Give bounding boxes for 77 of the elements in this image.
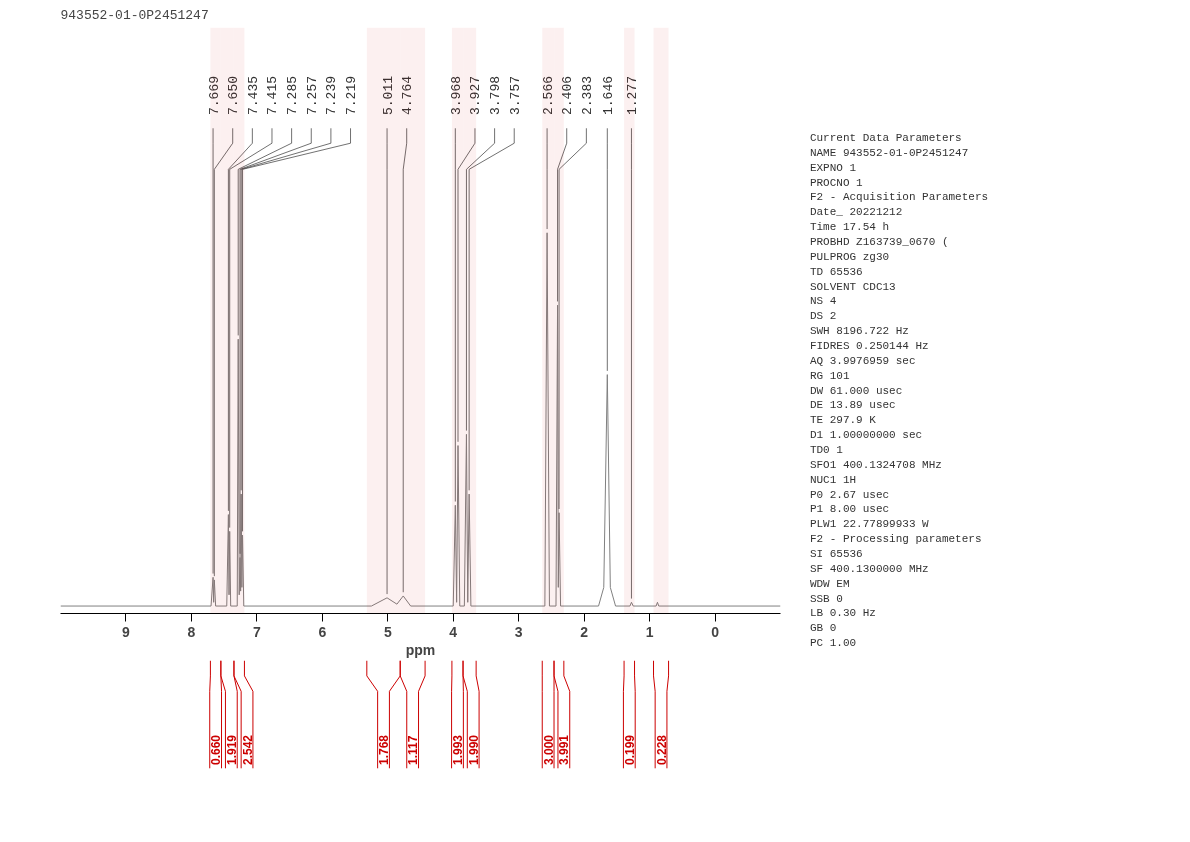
band-label: 1.990 [466,734,481,765]
annotation: 4.764 [400,75,416,116]
annotation: 7.650 [226,76,242,116]
text: Current Data Parameters [809,131,962,144]
text: PROCNO 1 [809,176,864,189]
annotation: 7.435 [245,76,261,116]
annotation: 3.798 [488,76,504,116]
text: WDW EM [809,577,850,590]
x-tick-label: 3 [514,623,523,640]
band-label: 3.991 [557,734,572,765]
annotation: 1.277 [624,76,640,116]
x-tick-label: 2 [580,623,589,640]
annotation: 7.239 [324,76,340,116]
band-label: 1.919 [224,734,239,765]
annotation: 1.646 [600,76,616,116]
text: PLW1 22.77899933 W [809,518,930,531]
text: DE 13.89 usec [809,399,896,412]
text: D1 1.00000000 sec [809,429,923,442]
text: LB 0.30 Hz [809,607,876,620]
text: TE 297.9 K [809,414,877,427]
text: PROBHD Z163739_0670 ( [809,235,949,248]
text: P0 2.67 usec [809,488,890,501]
annotation: 7.257 [304,76,320,116]
text: NS 4 [809,295,837,308]
text: NUC1 1H [809,473,857,486]
text: SI 65536 [809,547,863,560]
x-tick-label: 5 [383,623,392,640]
annotation: 2.383 [579,76,595,116]
x-tick-label: 4 [449,623,458,640]
annotation: 3.927 [468,76,484,116]
x-tick-label: 6 [318,623,327,640]
x-tick-label: 8 [187,623,196,640]
annotation: 3.757 [507,76,523,116]
text: PC 1.00 [809,637,857,650]
text: SSB 0 [809,592,843,605]
text: RG 101 [809,369,850,382]
text: SFO1 400.1324708 MHz [809,458,942,471]
annotation: 7.415 [265,76,281,116]
text: F2 - Acquisition Parameters [809,191,989,204]
text: DW 61.000 usec [809,384,903,397]
x-axis-title: ppm [405,641,436,658]
text: FIDRES 0.250144 Hz [809,339,929,352]
text: TD0 1 [809,443,844,456]
band-label: 0.199 [622,734,637,765]
annotation: 2.566 [540,76,556,116]
annotation: 7.285 [285,76,301,116]
annotation: 7.669 [206,76,222,116]
x-tick-label: 1 [645,623,654,640]
x-tick-label: 7 [252,623,261,640]
text: TD 65536 [809,265,863,278]
text: Time 17.54 h [809,221,890,234]
text: P1 8.00 usec [809,503,890,516]
band-label: 1.993 [450,734,465,765]
band-label: 0.660 [209,734,224,765]
text: SOLVENT CDC13 [809,280,896,293]
x-tick-label: 9 [122,623,131,640]
text: SF 400.1300000 MHz [809,562,929,575]
text: SWH 8196.722 Hz [809,325,909,338]
text: PULPROG zg30 [809,250,890,263]
annotation: 5.011 [380,75,396,116]
annotation: 3.968 [448,76,464,116]
band-label: 1.768 [377,734,392,765]
chart-title: 943552-01-0P2451247 [60,7,209,23]
annotation: 7.219 [344,76,360,116]
text: EXPNO 1 [809,161,857,174]
text: Date_ 20221212 [809,206,903,219]
text: DS 2 [809,310,837,323]
band-label: 1.117 [406,735,421,765]
band-label: 3.000 [541,734,556,765]
text: F2 - Processing parameters [809,533,982,546]
text: AQ 3.9976959 sec [809,354,916,367]
x-tick-label: 0 [711,623,720,640]
band-label: 0.228 [654,734,669,765]
band-label: 2.542 [240,734,255,765]
text: GB 0 [809,622,837,635]
annotation: 2.406 [560,76,576,116]
text: NAME 943552-01-0P2451247 [809,146,969,159]
